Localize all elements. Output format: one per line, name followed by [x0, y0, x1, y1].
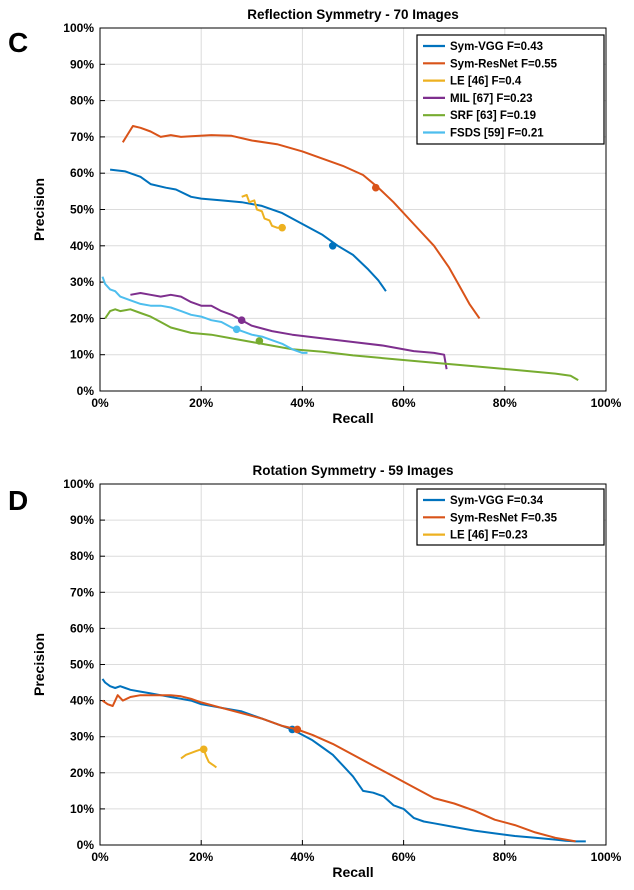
series-line: [121, 125, 481, 319]
y-tick-label: 80%: [70, 549, 94, 563]
series-line: [241, 194, 283, 229]
x-tick-label: 0%: [91, 850, 109, 864]
f-measure-marker: [278, 223, 286, 232]
x-axis-label: Recall: [332, 864, 373, 880]
chart-panel-d: D Rotation Symmetry - 59 Images 0% 20% 40% 60…: [8, 463, 622, 880]
f-measure-marker: [199, 745, 208, 754]
y-tick-label: 90%: [70, 57, 94, 71]
x-tick-label: 60%: [392, 396, 416, 410]
chart-title: Rotation Symmetry - 59 Images: [252, 463, 453, 478]
y-tick-label: 30%: [70, 275, 94, 289]
x-tick-label: 20%: [189, 396, 213, 410]
series-line: [101, 694, 576, 843]
legend-label: FSDS [59] F=0.21: [450, 128, 544, 140]
legend-box: [416, 488, 605, 546]
legend-label: Sym-VGG F=0.34: [450, 495, 544, 507]
y-tick-label: 70%: [70, 585, 94, 599]
series-line: [130, 292, 448, 370]
panel-letter: C: [8, 27, 28, 58]
y-tick-label: 90%: [70, 513, 94, 527]
f-measure-marker: [237, 316, 246, 325]
y-tick-label: 70%: [70, 130, 94, 144]
y-tick-label: 40%: [70, 239, 94, 253]
y-axis-label: Precision: [31, 178, 47, 241]
x-tick-label: 40%: [290, 850, 314, 864]
y-tick-label: 20%: [70, 311, 94, 325]
series-line: [101, 678, 586, 843]
y-tick-label: 0%: [77, 838, 95, 852]
legend-label: SRF [63] F=0.19: [450, 110, 536, 122]
y-tick-label: 10%: [70, 802, 94, 816]
y-tick-label: 100%: [63, 477, 94, 491]
y-axis-label: Precision: [31, 633, 47, 696]
legend-label: Sym-ResNet F=0.55: [450, 58, 558, 70]
x-tick-label: 0%: [91, 396, 109, 410]
f-measure-marker: [293, 725, 302, 734]
x-axis-label: Recall: [332, 410, 373, 426]
y-tick-label: 50%: [70, 203, 94, 217]
legend-box: [416, 34, 605, 145]
panel-letter: D: [8, 485, 28, 516]
y-tick-label: 40%: [70, 694, 94, 708]
x-tick-label: 100%: [591, 850, 622, 864]
y-tick-label: 30%: [70, 730, 94, 744]
f-measure-marker: [371, 183, 380, 192]
f-measure-marker: [232, 325, 241, 334]
x-tick-label: 60%: [392, 850, 416, 864]
y-tick-label: 0%: [77, 384, 95, 398]
legend-label: Sym-ResNet F=0.35: [450, 512, 558, 524]
f-measure-marker: [328, 242, 337, 250]
x-tick-label: 100%: [591, 396, 622, 410]
x-tick-label: 40%: [290, 396, 314, 410]
y-tick-label: 60%: [70, 166, 94, 180]
legend-label: Sym-VGG F=0.43: [450, 41, 543, 53]
legend: Sym-VGG F=0.43 Sym-ResNet F=0.55 LE [46] F…: [416, 34, 605, 145]
legend-label: MIL [67] F=0.23: [450, 93, 533, 105]
y-tick-label: 50%: [70, 658, 94, 672]
axes-box: [99, 483, 607, 846]
y-tick-label: 10%: [70, 348, 94, 362]
series-line: [104, 308, 579, 381]
x-tick-label: 80%: [493, 850, 517, 864]
series-line: [101, 276, 308, 354]
legend-label: LE [46] F=0.4: [450, 76, 522, 88]
chart-panel-c: C Reflection Symmetry - 70 Images 0% 20% 40%…: [8, 7, 622, 426]
y-tick-label: 80%: [70, 94, 94, 108]
f-measure-marker: [255, 337, 264, 345]
x-tick-label: 20%: [189, 850, 213, 864]
y-tick-label: 100%: [63, 21, 94, 35]
legend: Sym-VGG F=0.34 Sym-ResNet F=0.35 LE [46] F…: [416, 488, 605, 546]
y-tick-label: 20%: [70, 766, 94, 780]
x-tick-label: 80%: [493, 396, 517, 410]
y-tick-label: 60%: [70, 621, 94, 635]
chart-title: Reflection Symmetry - 70 Images: [247, 7, 459, 22]
legend-label: LE [46] F=0.23: [450, 530, 528, 542]
axes-box: [99, 27, 607, 392]
series-line: [109, 168, 387, 292]
